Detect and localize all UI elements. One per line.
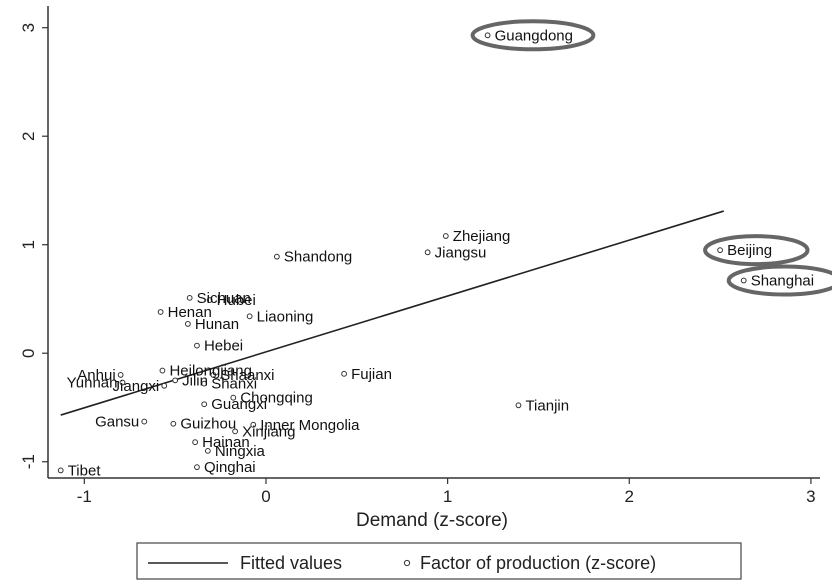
point-guizhou (170, 420, 177, 427)
point-beijing (717, 247, 723, 254)
point-label-ningxia: Ningxia (215, 443, 266, 460)
point-anhui (117, 372, 124, 378)
point-xinjiang (232, 428, 238, 435)
point-gansu (141, 418, 148, 425)
point-label-hubei: Hubei (217, 292, 256, 309)
fitted-line-layer (60, 210, 724, 416)
point-label-guangxi: Guangxi (211, 396, 267, 413)
point-label-xinjiang: Xinjiang (242, 423, 295, 440)
legend-label-fitted: Fitted values (240, 553, 342, 573)
point-hubei (206, 297, 213, 303)
point-ningxia (204, 447, 211, 454)
plot-area: -1 0 1 2 3 -1 0 1 2 3 Guangdong Beijing Shanghai Zh… (19, 6, 832, 506)
point-label-anhui: Anhui (77, 367, 115, 384)
point-label-chongqing: Chongqing (240, 390, 313, 407)
point-shandong (273, 253, 280, 260)
point-label-henan: Henan (168, 304, 212, 321)
point-heilongjiang (159, 367, 166, 374)
x-tick-label-3: 3 (806, 487, 815, 506)
y-axis-ticks: -1 0 1 2 3 (19, 23, 48, 469)
point-label-guizhou: Guizhou (180, 416, 236, 433)
point-label-sichuan: Sichuan (197, 290, 251, 307)
point-jiangxi (161, 382, 168, 389)
point-jilin (172, 377, 179, 384)
point-label-tianjin: Tianjin (525, 397, 569, 414)
y-tick-label-1: -1 (19, 454, 38, 469)
point-hainan (192, 439, 199, 446)
scatter-points-layer (57, 32, 747, 474)
point-label-shanxi: Shanxi (211, 376, 257, 393)
point-shaanxi (210, 372, 217, 378)
highlight-ring-guangdong (470, 19, 596, 52)
point-liaoning (246, 313, 253, 320)
x-tick-label-0: 0 (261, 487, 270, 506)
point-hebei (194, 342, 200, 349)
legend-box (136, 542, 742, 580)
point-label-zhejiang: Zhejiang (453, 228, 511, 245)
point-inner-mongolia (250, 421, 257, 428)
point-shanxi (201, 380, 208, 387)
point-label-liaoning: Liaoning (257, 308, 314, 325)
point-tianjin (515, 402, 522, 409)
point-label-qinghai: Qinghai (204, 459, 256, 476)
point-label-shanghai: Shanghai (751, 273, 814, 290)
y-tick-label-1: 1 (19, 240, 38, 249)
point-chongqing (230, 394, 237, 401)
point-guangxi (201, 401, 208, 408)
y-tick-label-3: 3 (19, 23, 38, 32)
legend: Fitted values Factor of production (z-sc… (136, 542, 742, 580)
point-hunan (184, 321, 191, 327)
fitted-values-line (60, 210, 724, 416)
point-qinghai (194, 464, 200, 471)
point-jiangsu (424, 249, 431, 256)
point-label-hebei: Hebei (204, 338, 243, 355)
y-tick-label-2: 2 (19, 131, 38, 140)
point-shanghai (740, 277, 747, 284)
point-tibet (57, 467, 64, 474)
point-label-shandong: Shandong (284, 249, 352, 266)
point-label-inner-mongolia: Inner Mongolia (260, 417, 360, 434)
point-label-jiangxi: Jiangxi (113, 378, 160, 395)
point-label-shaanxi: Shaanxi (220, 367, 274, 384)
point-henan (157, 309, 164, 315)
highlight-ring-shanghai (726, 264, 832, 297)
point-sichuan (186, 294, 193, 301)
point-yunnan (119, 379, 126, 386)
highlight-ring-beijing (703, 234, 810, 267)
point-label-gansu: Gansu (95, 414, 139, 431)
y-tick-label-0: 0 (19, 348, 38, 357)
point-label-yunnan: Yunnan (67, 375, 118, 392)
point-label-jiangsu: Jiangsu (435, 244, 487, 261)
x-tick-label-1: 1 (443, 487, 452, 506)
point-label-tibet: Tibet (68, 462, 102, 479)
x-tick-label-2: 2 (625, 487, 634, 506)
point-fujian (341, 370, 347, 377)
point-label-beijing: Beijing (727, 242, 772, 259)
point-zhejiang (442, 233, 449, 239)
x-axis-title: Demand (z-score) (356, 510, 508, 531)
point-label-guangdong: Guangdong (495, 27, 573, 44)
point-label-fujian: Fujian (351, 366, 392, 383)
point-label-hainan: Hainan (202, 434, 250, 451)
legend-label-factor: Factor of production (z-score) (420, 553, 656, 573)
legend-marker-swatch (403, 559, 411, 567)
point-guangdong (484, 32, 491, 39)
point-label-heilongjiang: Heilongjiang (169, 363, 252, 380)
x-axis-ticks: -1 0 1 2 3 (77, 478, 816, 506)
x-tick-label-1: -1 (77, 487, 92, 506)
point-label-jilin: Jilin (182, 372, 208, 389)
point-label-hunan: Hunan (195, 316, 239, 333)
